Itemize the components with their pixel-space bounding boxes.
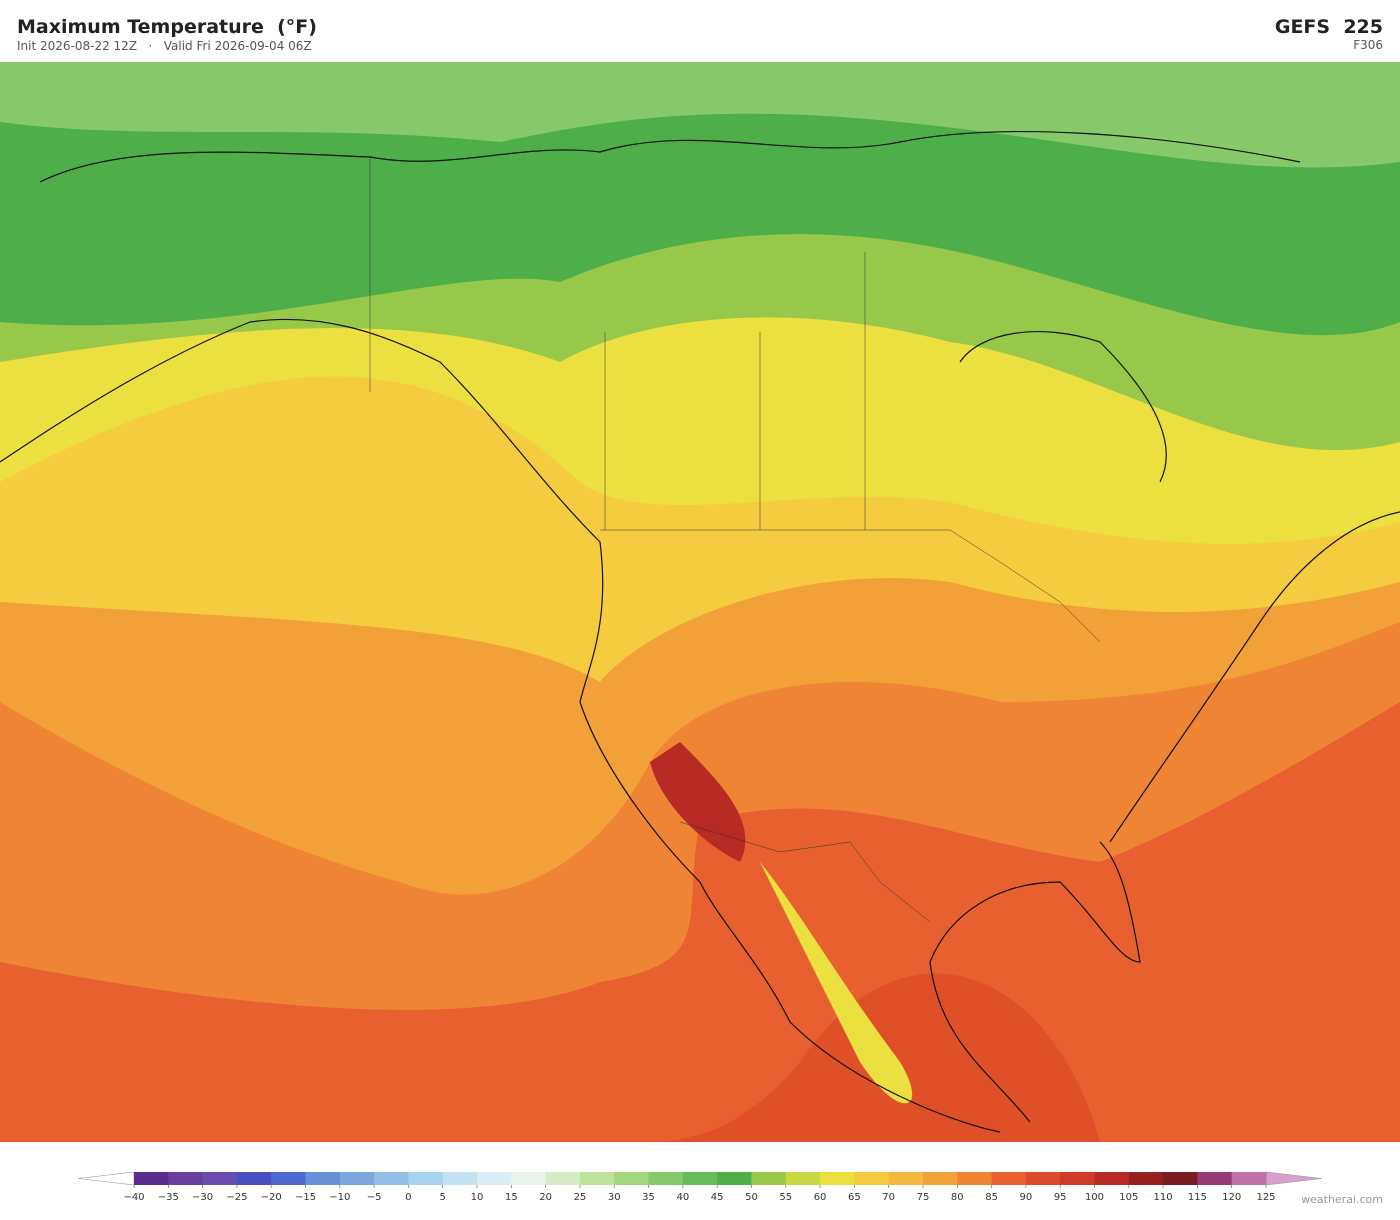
colorbar-label: 70 [882, 1192, 895, 1203]
colorbar-swatch [477, 1172, 512, 1185]
colorbar-swatch [991, 1172, 1027, 1185]
temp-band [0, 62, 1400, 168]
highland [760, 862, 913, 1104]
colorbar-label: 5 [440, 1192, 446, 1203]
colorbar-swatch [785, 1172, 821, 1185]
colorbar-swatch [236, 1172, 272, 1185]
colorbar-label: −20 [261, 1192, 282, 1203]
colorbar-label: 115 [1188, 1192, 1207, 1203]
colorbar-label: 0 [405, 1192, 411, 1203]
colorbar-label: 105 [1119, 1192, 1138, 1203]
colorbar-label: 50 [745, 1192, 758, 1203]
colorbar-swatch [922, 1172, 958, 1185]
colorbar-swatch [854, 1172, 890, 1185]
colorbar-label: 65 [848, 1192, 861, 1203]
colorbar-label: −15 [295, 1192, 316, 1203]
colorbar-label: 40 [676, 1192, 689, 1203]
colorbar-swatch [202, 1172, 238, 1185]
temperature-map [0, 62, 1400, 1142]
colorbar-label: 45 [711, 1192, 724, 1203]
colorbar-label: 75 [917, 1192, 930, 1203]
colorbar-swatch [1060, 1172, 1095, 1185]
map-title: Maximum Temperature (°F) [17, 16, 317, 38]
colorbar-swatch [1163, 1172, 1198, 1185]
colorbar-label: 90 [1020, 1192, 1033, 1203]
colorbar-label: −25 [226, 1192, 247, 1203]
model-label: GEFS 225 [1274, 16, 1383, 38]
colorbar-label: 25 [574, 1192, 587, 1203]
colorbar-label: 10 [471, 1192, 484, 1203]
colorbar-swatch [305, 1172, 341, 1185]
coastline [0, 131, 1400, 1133]
colorbar-label: 20 [539, 1192, 552, 1203]
colorbar-label: 15 [505, 1192, 518, 1203]
colorbar-label: −30 [192, 1192, 213, 1203]
colorbar-swatch [511, 1172, 547, 1185]
map-subtitle: Init 2026-08-22 12Z · Valid Fri 2026-09-… [17, 39, 312, 53]
colorbar-label: 80 [951, 1192, 964, 1203]
colorbar-label: 35 [642, 1192, 655, 1203]
colorbar-swatch [1025, 1172, 1061, 1185]
colorbar-swatch [682, 1172, 718, 1185]
colorbar-swatch [168, 1172, 204, 1185]
colorbar-label: 85 [985, 1192, 998, 1203]
colorbar-swatch [648, 1172, 684, 1185]
colorbar-over [1265, 1171, 1323, 1186]
colorbar-swatch [717, 1172, 752, 1185]
colorbar-label: 110 [1154, 1192, 1173, 1203]
colorbar-label: 60 [814, 1192, 827, 1203]
colorbar-label: −40 [123, 1192, 144, 1203]
colorbar-label: 100 [1085, 1192, 1104, 1203]
colorbar-swatch [888, 1172, 924, 1185]
colorbar-swatch [408, 1172, 444, 1185]
colorbar-label: 30 [608, 1192, 621, 1203]
colorbar-swatch [339, 1172, 375, 1185]
colorbar-swatch [1197, 1172, 1233, 1185]
colorbar-label: 120 [1222, 1192, 1241, 1203]
colorbar-under [77, 1171, 135, 1186]
colorbar-swatch [957, 1172, 993, 1185]
watermark: weatherai.com [1301, 1193, 1383, 1206]
colorbar-label: 55 [779, 1192, 792, 1203]
colorbar-swatch [134, 1172, 169, 1185]
borders [369, 157, 1101, 923]
colorbar-swatch [614, 1172, 650, 1185]
colorbar-swatch [442, 1172, 478, 1185]
hot-spot [650, 742, 746, 862]
colorbar-label: −10 [329, 1192, 350, 1203]
colorbar-swatch [579, 1172, 615, 1185]
colorbar-swatch [820, 1172, 855, 1185]
colorbar-swatch [1128, 1172, 1164, 1185]
colorbar: −40 −35 −30 −25 −20 −15 −10 −5 0 5 10 15 20 25 30 35 40 4… [77, 1171, 1323, 1203]
colorbar-label: 95 [1054, 1192, 1067, 1203]
forecast-hour: F306 [1353, 38, 1383, 52]
colorbar-swatch [1231, 1172, 1267, 1185]
colorbar-swatch [1094, 1172, 1130, 1185]
colorbar-swatch [751, 1172, 787, 1185]
colorbar-swatch [545, 1172, 581, 1185]
colorbar-swatch [374, 1172, 409, 1185]
colorbar-swatch [271, 1172, 307, 1185]
colorbar-label: 125 [1256, 1192, 1275, 1203]
colorbar-label: −35 [158, 1192, 179, 1203]
colorbar-label: −5 [367, 1192, 382, 1203]
